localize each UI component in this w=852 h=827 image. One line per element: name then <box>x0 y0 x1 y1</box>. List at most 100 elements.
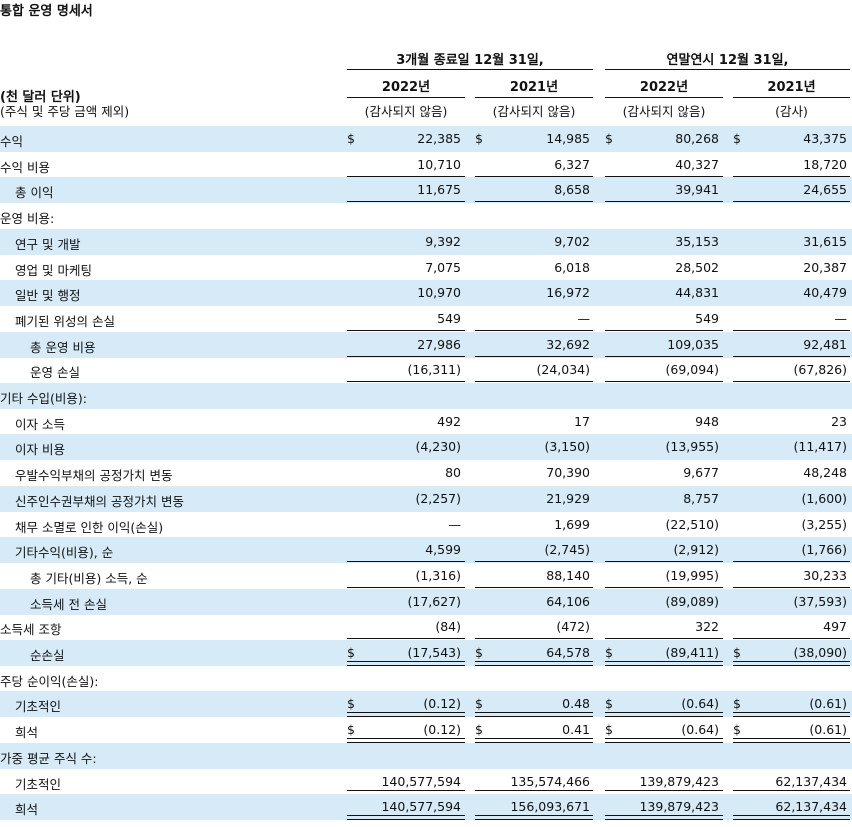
table-row: 신주인수권부채의 공정가치 변동 (2,257) 21,929 8,757 (1,600… <box>0 486 852 512</box>
table-row: 운영 비용: <box>0 203 852 229</box>
total-double-rule <box>475 712 593 717</box>
subtotal-rule <box>605 330 723 331</box>
cell-value: 30,233 <box>803 568 847 583</box>
cell-value: 7,075 <box>425 260 461 275</box>
cell-value: (13,955) <box>665 439 720 454</box>
currency-symbol: $ <box>347 645 355 660</box>
table-row: 소득세 전 손실 (17,627) 64,106 (89,089) (37,593) <box>0 589 852 615</box>
currency-symbol: $ <box>475 696 483 711</box>
cell-value: (17,543) <box>407 645 462 660</box>
cell-value: 156,093,671 <box>510 799 590 814</box>
row-label: 수익 <box>0 134 24 149</box>
row-label: 수익 비용 <box>0 160 50 175</box>
cell-value: 22,385 <box>417 131 461 146</box>
cell-value: 64,578 <box>546 645 590 660</box>
table-row: 총 운영 비용 27,986 32,692 109,035 92,481 <box>0 332 852 358</box>
table-row: 주당 순이익(손실): <box>0 666 852 692</box>
cell-value: (16,311) <box>407 362 462 377</box>
row-label: 희석 <box>15 725 39 740</box>
table-row: 기타 수입(비용): <box>0 383 852 409</box>
column-year-rule-1 <box>347 97 465 98</box>
subtotal-rule <box>347 638 465 639</box>
cell-value: (37,593) <box>793 594 848 609</box>
cell-value: 140,577,594 <box>381 799 461 814</box>
currency-symbol: $ <box>475 645 483 660</box>
cell-value: (2,912) <box>673 542 719 557</box>
cell-value: (2,745) <box>544 542 590 557</box>
cell-value: 23 <box>831 414 847 429</box>
row-label: 우발수익부채의 공정가치 변동 <box>15 468 173 483</box>
cell-value: 492 <box>437 414 461 429</box>
currency-symbol: $ <box>475 722 483 737</box>
subtotal-rule <box>605 176 723 177</box>
column-audit-status-2: (감사되지 않음) <box>492 104 576 119</box>
cell-value: 62,137,434 <box>775 799 847 814</box>
currency-symbol: $ <box>605 645 613 660</box>
table-row: 총 기타(비용) 소득, 순 (1,316) 88,140 (19,995) 30,23… <box>0 563 852 589</box>
subtotal-rule <box>733 561 850 562</box>
column-year-rule-3 <box>605 97 723 98</box>
cell-value: (24,034) <box>536 362 591 377</box>
cell-value: 139,879,423 <box>639 774 719 789</box>
cell-value: 948 <box>695 414 719 429</box>
total-double-rule <box>733 738 850 743</box>
cell-value: 64,106 <box>546 594 590 609</box>
subtotal-rule <box>347 561 465 562</box>
subtotal-rule <box>475 638 593 639</box>
cell-value: 497 <box>823 619 847 634</box>
cell-value: 8,757 <box>683 491 719 506</box>
table-row: 영업 및 마케팅 7,075 6,018 28,502 20,387 <box>0 255 852 281</box>
table-row: 기타수익(비용), 순 4,599 (2,745) (2,912) (1,766) <box>0 537 852 563</box>
cell-value: 24,655 <box>803 182 847 197</box>
cell-value: — <box>577 311 591 326</box>
subtotal-rule <box>605 638 723 639</box>
cell-value: (4,230) <box>415 439 461 454</box>
subtotal-rule <box>733 381 850 382</box>
subtotal-rule <box>475 330 593 331</box>
table-row: 총 이익 11,675 8,658 39,941 24,655 <box>0 177 852 203</box>
cell-value: (89,411) <box>665 645 720 660</box>
row-label: 기초적인 <box>15 699 62 714</box>
cell-value: 0.41 <box>562 722 590 737</box>
cell-value: (69,094) <box>665 362 720 377</box>
subtotal-rule <box>347 356 465 357</box>
subtotal-rule <box>475 381 593 382</box>
subtotal-rule <box>475 561 593 562</box>
subtotal-rule <box>605 201 723 202</box>
cell-value: 88,140 <box>546 568 590 583</box>
cell-value: 4,599 <box>425 542 461 557</box>
table-row: 순손실 $ (17,543) $64,578 $ (89,411) $ (38,090) <box>0 640 852 666</box>
cell-value: 31,615 <box>803 234 847 249</box>
currency-symbol: $ <box>733 131 741 146</box>
total-double-rule <box>347 712 465 717</box>
total-double-rule <box>605 815 723 820</box>
cell-value: 44,831 <box>675 285 719 300</box>
subtotal-rule <box>605 356 723 357</box>
table-row: 희석 $ (0.12) $0.41 $ (0.64) $ (0.61) <box>0 717 852 743</box>
subtotal-rule <box>347 201 465 202</box>
total-double-rule <box>605 738 723 743</box>
table-row: 채무 소멸로 인한 이익(손실) — 1,699 (22,510) (3,255) <box>0 512 852 538</box>
row-label: 가중 평균 주식 수: <box>0 751 97 766</box>
table-row: 소득세 조항 (84) (472) 322 497 <box>0 614 852 640</box>
cell-value: (2,257) <box>415 491 461 506</box>
cell-value: 27,986 <box>417 337 461 352</box>
cell-value: 80 <box>445 465 461 480</box>
subtotal-rule <box>475 201 593 202</box>
row-label: 연구 및 개발 <box>15 237 81 252</box>
cell-value: (0.12) <box>423 722 461 737</box>
table-row: 기초적인 $ (0.12) $0.48 $ (0.64) $ (0.61) <box>0 691 852 717</box>
cell-value: 18,720 <box>803 157 847 172</box>
currency-symbol: $ <box>475 131 483 146</box>
subtotal-rule <box>733 176 850 177</box>
cell-value: — <box>448 517 462 532</box>
total-double-rule <box>605 712 723 717</box>
table-row: 연구 및 개발 9,392 9,702 35,153 31,615 <box>0 229 852 255</box>
total-double-rule <box>347 661 465 666</box>
subtotal-rule <box>733 638 850 639</box>
cell-value: 10,710 <box>417 157 461 172</box>
row-label: 이자 소득 <box>15 417 65 432</box>
cell-value: 48,248 <box>803 465 847 480</box>
column-group-year: 연말연시 12월 31일, <box>666 53 789 68</box>
column-year-rule-2 <box>475 97 593 98</box>
